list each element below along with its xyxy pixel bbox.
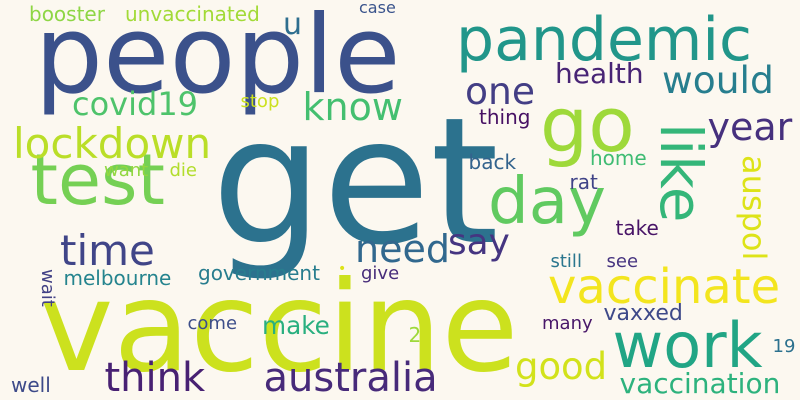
word-booster: booster — [29, 2, 105, 26]
word-dot: • — [338, 261, 347, 277]
word-stop: stop — [240, 91, 280, 112]
word-die: die — [169, 160, 198, 181]
word-time: time — [60, 226, 155, 275]
word-one: one — [465, 69, 536, 113]
word-test: test — [30, 139, 165, 221]
word-health: health — [555, 57, 644, 90]
word-want: want — [104, 160, 149, 181]
word-give: give — [361, 263, 400, 284]
word-think: think — [104, 355, 206, 400]
word-see: see — [606, 251, 639, 272]
word-case: case — [359, 0, 396, 17]
word-rat: rat — [569, 170, 598, 194]
word-2: 2 — [408, 323, 422, 347]
word-make: make — [262, 310, 330, 340]
word-auspol: auspol — [735, 155, 773, 261]
word-people: people — [34, 0, 401, 118]
word-know: know — [302, 85, 403, 129]
word-back: back — [468, 150, 517, 174]
word-take: take — [615, 216, 659, 240]
word-unvaccinated: unvaccinated — [125, 2, 260, 26]
word-like: like — [647, 123, 715, 223]
word-19: 19 — [772, 336, 796, 357]
word-year: year — [707, 105, 793, 149]
word-need: need — [355, 227, 450, 271]
word-say: say — [448, 222, 510, 263]
word-pandemic: pandemic — [456, 5, 752, 75]
word-government: government — [198, 261, 320, 285]
word-vaccine: vaccine — [39, 255, 519, 400]
word-wait: wait — [37, 268, 58, 307]
word-vaxxed: vaxxed — [603, 301, 683, 326]
word-home: home — [590, 146, 647, 170]
word-u: u — [283, 7, 303, 42]
word-well: well — [11, 373, 51, 397]
word-would: would — [662, 58, 774, 102]
word-many: many — [542, 313, 593, 334]
word-day: day — [488, 164, 606, 239]
word-come: come — [187, 313, 238, 334]
word-go: go — [540, 80, 635, 169]
word-good: good — [515, 344, 608, 388]
word-still: still — [550, 251, 582, 272]
word-melbourne: melbourne — [63, 266, 172, 290]
word-lockdown: lockdown — [13, 119, 212, 168]
word-vaccination: vaccination — [619, 367, 781, 400]
word-australia: australia — [263, 355, 438, 400]
word-get: get — [211, 81, 499, 284]
word-covid19: covid19 — [72, 85, 199, 123]
word-thing: thing — [479, 105, 531, 129]
word-vaccinate: vaccinate — [548, 259, 781, 315]
word-work: work — [612, 309, 763, 382]
